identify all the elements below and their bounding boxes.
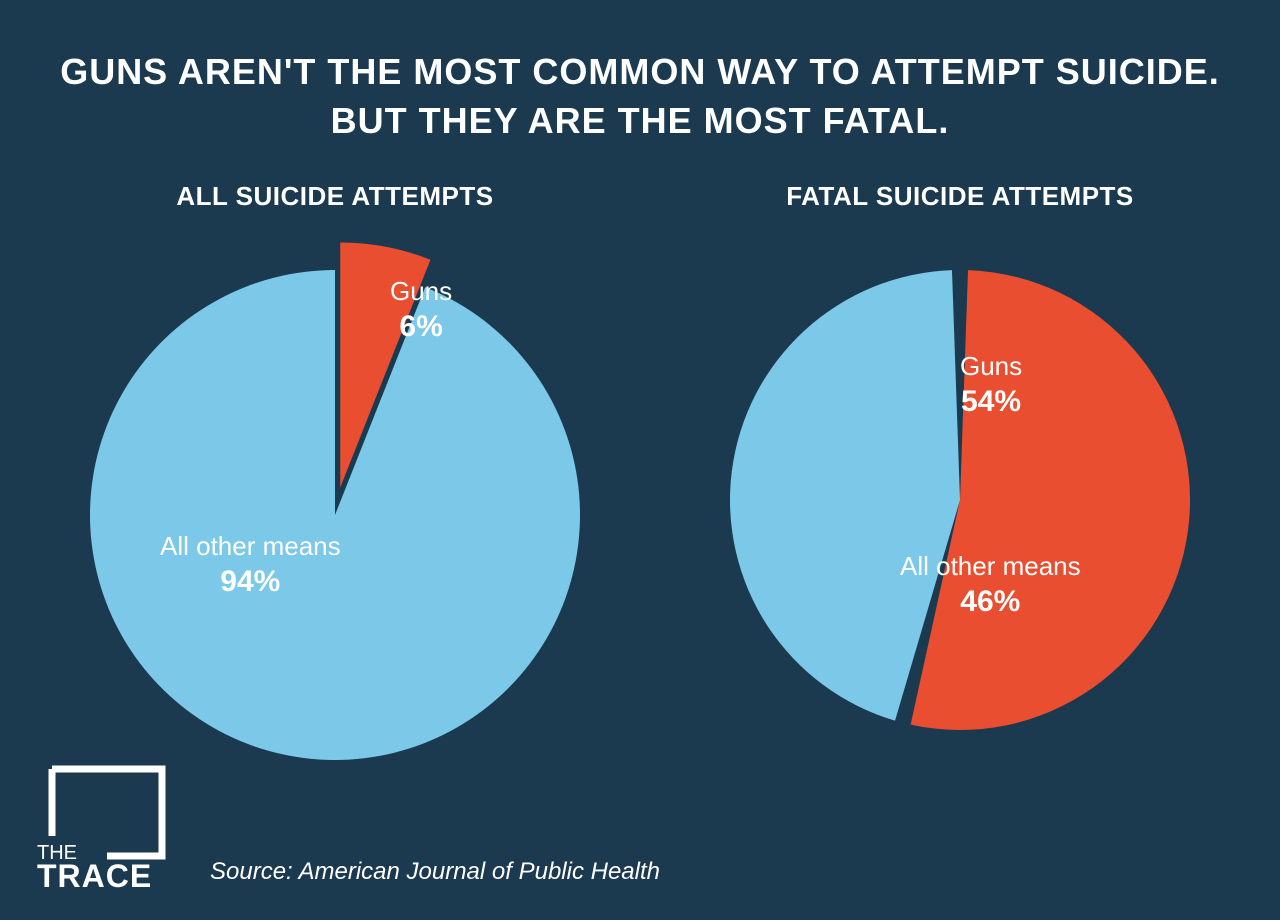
slice-label: Guns6% (390, 275, 452, 345)
pie-slice (730, 270, 960, 721)
chart-title-fatal: FATAL SUICIDE ATTEMPTS (700, 181, 1220, 212)
chart-fatal-attempts: FATAL SUICIDE ATTEMPTS Guns54% All other … (700, 181, 1220, 795)
slice-name: All other means (900, 551, 1081, 581)
slice-percent: 54% (960, 383, 1022, 421)
slice-name: All other means (160, 531, 341, 561)
slice-label: All other means94% (160, 530, 341, 600)
slice-label: Guns54% (960, 350, 1022, 420)
logo-trace: TRACE (37, 858, 152, 891)
slice-name: Guns (390, 276, 452, 306)
slice-percent: 94% (160, 563, 341, 601)
charts-row: ALL SUICIDE ATTEMPTS Guns6%All other mea… (0, 181, 1280, 795)
chart-title-all: ALL SUICIDE ATTEMPTS (60, 181, 610, 212)
chart-all-attempts: ALL SUICIDE ATTEMPTS Guns6% All other mea… (60, 181, 610, 795)
the-trace-logo: THE TRACE (32, 761, 182, 896)
title-line-2: BUT THEY ARE THE MOST FATAL. (0, 97, 1280, 146)
infographic-title: GUNS AREN'T THE MOST COMMON WAY TO ATTEM… (0, 0, 1280, 145)
slice-label: All other means46% (900, 550, 1081, 620)
pie-all-attempts: Guns6% All other means94% (60, 240, 610, 790)
source-citation: Source: American Journal of Public Healt… (210, 858, 660, 886)
slice-name: Guns (960, 351, 1022, 381)
slice-percent: 6% (390, 308, 452, 346)
pie-fatal-attempts: Guns54% All other means46% (700, 240, 1220, 760)
pie-slice (90, 270, 580, 760)
slice-percent: 46% (900, 583, 1081, 621)
title-line-1: GUNS AREN'T THE MOST COMMON WAY TO ATTEM… (0, 48, 1280, 97)
